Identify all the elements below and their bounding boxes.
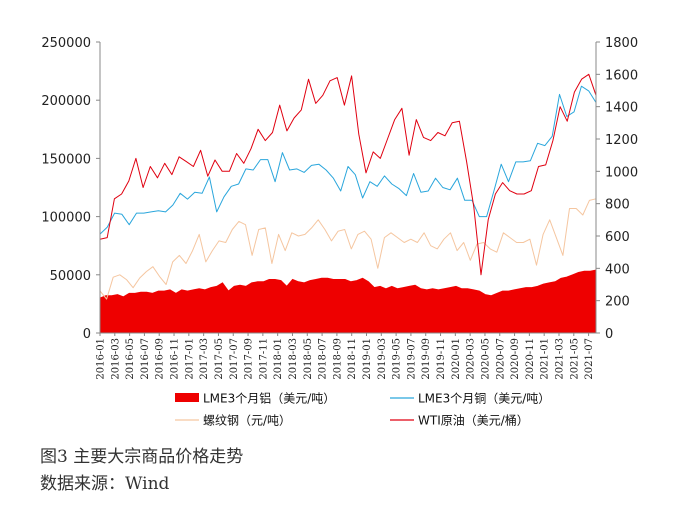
x-tick-label: 2021-05 [569, 338, 580, 380]
left-y-axis: 0 50000 100000 150000 200000 250000 [41, 36, 101, 342]
x-tick-label: 2018-07 [318, 338, 329, 380]
legend-swatch [175, 393, 199, 402]
figure-source: 数据来源：Wind [40, 474, 170, 494]
x-tick-label: 2020-07 [495, 338, 506, 380]
legend-wti: WTI原油（美元/桶） [390, 413, 529, 428]
x-tick-label: 2018-05 [303, 338, 314, 380]
series-wti-line [99, 73, 597, 276]
legend-copper: LME3个月铜（美元/吨） [390, 391, 550, 406]
x-tick-label: 2017-01 [184, 338, 195, 380]
x-tick-label: 2018-03 [288, 338, 299, 380]
x-tick-label: 2021-01 [540, 338, 551, 380]
series-aluminum-area [99, 269, 597, 334]
x-tick-label: 2018-11 [347, 338, 358, 380]
legend-label: LME3个月铝（美元/吨） [203, 391, 335, 406]
legend-rebar: 螺纹钢（元/吨） [175, 414, 291, 428]
left-tick-label: 100000 [41, 211, 91, 226]
x-tick-label: 2018-09 [332, 338, 343, 380]
x-tick-label: 2019-07 [406, 338, 417, 380]
left-tick-label: 150000 [41, 152, 91, 167]
x-tick-label: 2016-03 [110, 338, 121, 380]
x-tick-label: 2019-11 [436, 338, 447, 380]
x-tick-label: 2016-01 [96, 338, 107, 380]
left-tick-label: 50000 [50, 269, 91, 284]
x-tick-label: 2021-03 [554, 338, 565, 380]
right-tick-label: 400 [605, 262, 630, 277]
x-tick-label: 2019-01 [362, 338, 373, 380]
right-tick-label: 600 [605, 230, 630, 245]
x-tick-label: 2020-11 [525, 338, 536, 380]
right-tick-label: 1200 [605, 133, 638, 148]
legend-label: LME3个月铜（美元/吨） [418, 391, 550, 406]
right-tick-label: 1000 [605, 165, 638, 180]
x-tick-label: 2017-05 [214, 338, 225, 380]
x-tick-label: 2016-05 [125, 338, 136, 380]
x-tick-label: 2016-11 [170, 338, 181, 380]
legend-aluminum: LME3个月铝（美元/吨） [175, 391, 335, 406]
x-tick-label: 2017-09 [244, 338, 255, 380]
right-y-axis: 0 200 400 600 800 1000 1200 1400 1600 1800 [595, 36, 638, 342]
x-tick-label: 2017-07 [229, 338, 240, 380]
left-tick-label: 200000 [41, 94, 91, 109]
legend-label: WTI原油（美元/桶） [418, 413, 529, 428]
x-tick-label: 2018-01 [273, 338, 284, 380]
x-tick-label: 2020-05 [480, 338, 491, 380]
right-tick-label: 200 [605, 295, 630, 310]
legend: LME3个月铝（美元/吨） LME3个月铜（美元/吨） 螺纹钢（元/吨） WTI原油（… [175, 391, 550, 428]
x-tick-label: 2016-07 [140, 338, 151, 380]
x-tick-label: 2021-07 [584, 338, 595, 380]
x-tick-label: 2020-09 [510, 338, 521, 380]
x-tick-label: 2019-05 [392, 338, 403, 380]
x-tick-label: 2019-09 [421, 338, 432, 380]
right-tick-label: 1600 [605, 68, 638, 83]
x-tick-label: 2017-03 [199, 338, 210, 380]
left-tick-label: 0 [83, 327, 91, 342]
commodity-price-chart: 0 50000 100000 150000 200000 250000 0 200 400 60… [41, 36, 638, 428]
x-tick-label: 2019-03 [377, 338, 388, 380]
right-tick-label: 0 [605, 327, 613, 342]
x-tick-label: 2017-11 [258, 338, 269, 380]
x-axis: 2016-01 2016-03 2016-05 2016-07 2016-09 2016-… [96, 332, 596, 380]
x-tick-label: 2016-09 [155, 338, 166, 380]
right-tick-label: 1400 [605, 101, 638, 116]
x-tick-label: 2020-03 [466, 338, 477, 380]
left-tick-label: 250000 [41, 36, 91, 51]
legend-label: 螺纹钢（元/吨） [203, 414, 291, 428]
right-tick-label: 800 [605, 198, 630, 213]
right-tick-label: 1800 [605, 36, 638, 51]
x-tick-label: 2020-01 [451, 338, 462, 380]
plot-area [99, 73, 597, 334]
series-copper-line [99, 85, 597, 235]
figure-caption: 图3 主要大宗商品价格走势 [40, 447, 244, 467]
series-rebar-line [99, 198, 597, 300]
